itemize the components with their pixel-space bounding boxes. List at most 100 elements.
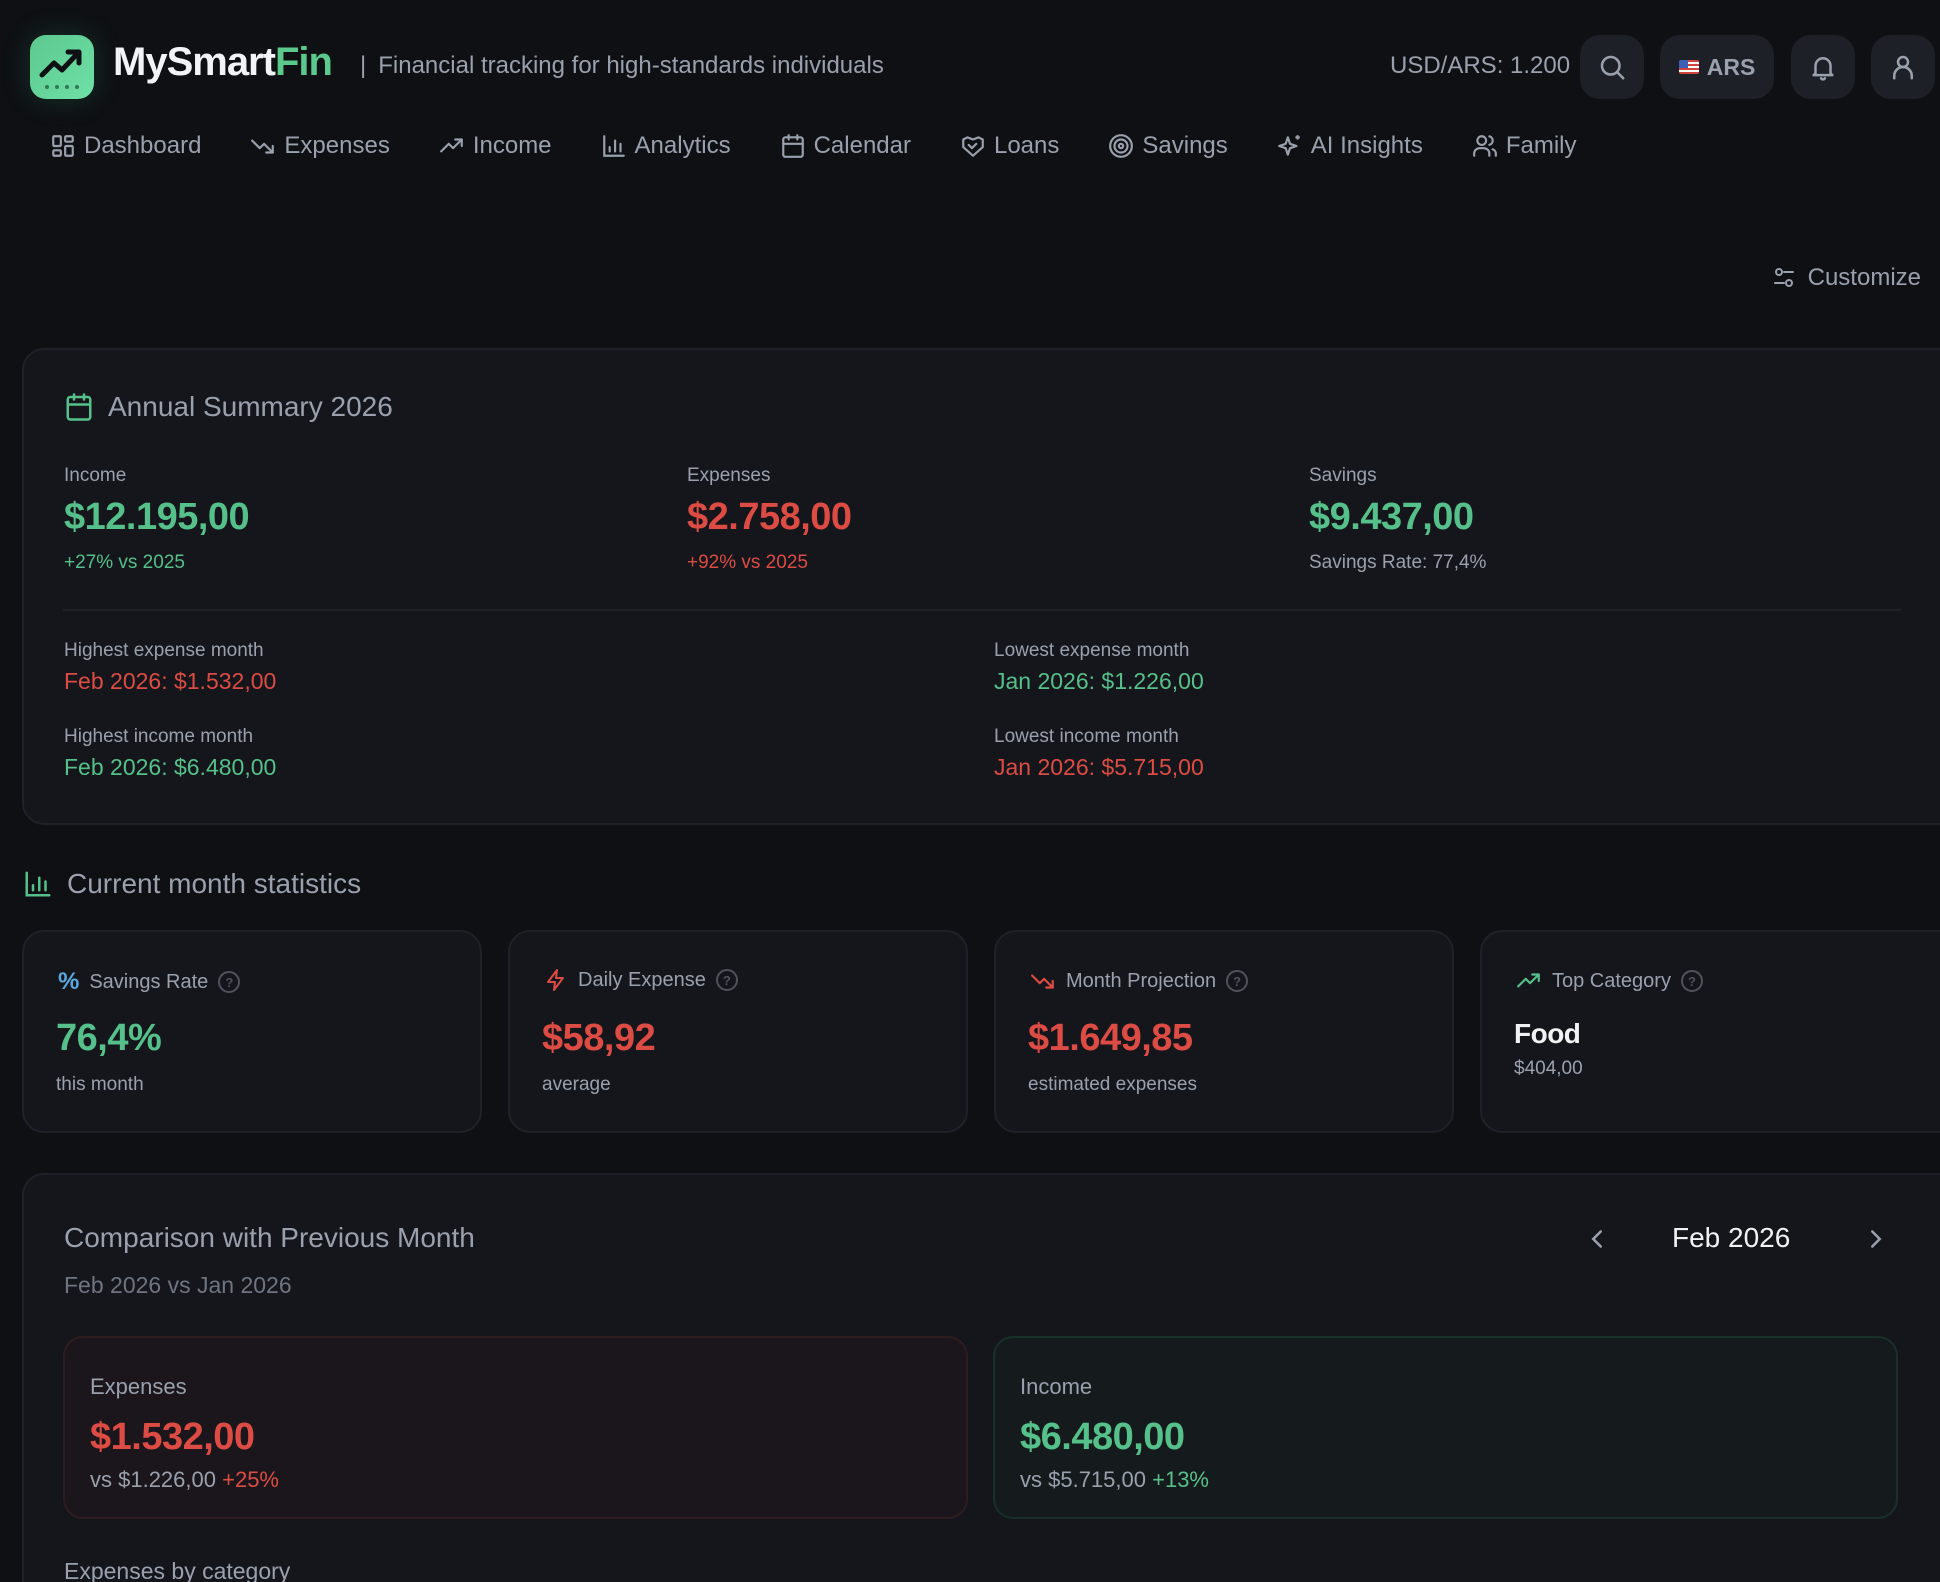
trending-up-icon	[439, 138, 463, 153]
help-icon[interactable]: ?	[1680, 970, 1703, 992]
customize-button[interactable]: Customize	[1772, 264, 1921, 292]
highest-income-label: Highest income month	[64, 726, 254, 747]
calendar-icon	[781, 134, 804, 158]
nav-label: Loans	[993, 132, 1060, 159]
brand-accent: Fin	[274, 40, 333, 84]
annual-summary-title: Annual Summary 2026	[64, 391, 393, 423]
annual-expenses-label: Expenses	[687, 465, 771, 486]
cmp-label: Income	[1020, 1374, 1093, 1399]
sliders-icon	[1773, 268, 1794, 287]
stat-label: Top Category	[1552, 969, 1671, 992]
highest-expense-value: Feb 2026: $1.532,00	[64, 668, 277, 694]
stat-card-top-category: Top Category ? Food $404,00	[1480, 930, 1940, 1133]
current-month-title-text: Current month statistics	[67, 868, 362, 899]
tagline-separator: |	[360, 52, 367, 79]
bar-chart-icon	[602, 135, 625, 157]
stat-value: Food	[1514, 1018, 1581, 1049]
help-icon[interactable]: ?	[218, 971, 241, 993]
notifications-button[interactable]	[1791, 35, 1855, 99]
sparkles-icon	[1277, 135, 1300, 156]
handshake-icon	[962, 136, 984, 157]
stat-card-savings-rate: % Savings Rate ? 76,4% this month	[22, 930, 482, 1133]
annual-savings-rate: Savings Rate: 77,4%	[1309, 552, 1487, 573]
nav-item-savings[interactable]: Savings	[1108, 132, 1228, 160]
divider	[63, 609, 1901, 611]
exchange-rate: USD/ARS: 1.200	[1390, 52, 1571, 79]
flag-us-icon	[1678, 60, 1699, 74]
previous-month-button[interactable]	[1586, 1224, 1608, 1254]
help-icon[interactable]: ?	[1226, 970, 1249, 992]
lowest-income-value: Jan 2026: $5.715,00	[994, 754, 1204, 780]
lowest-income-label: Lowest income month	[994, 726, 1179, 747]
selected-month: Feb 2026	[1672, 1222, 1791, 1253]
chevron-right-icon	[1871, 1230, 1882, 1248]
bell-icon	[1812, 57, 1834, 81]
cmp-delta: +13%	[1152, 1467, 1209, 1492]
user-icon	[1893, 55, 1913, 80]
comparison-income-box: Income $6.480,00 vs $5.715,00 +13%	[993, 1336, 1898, 1519]
cmp-sub: vs $5.715,00 +13%	[1020, 1467, 1209, 1493]
annual-expenses-value: $2.758,00	[687, 496, 852, 538]
stat-value: $58,92	[542, 1017, 656, 1059]
nav-item-income[interactable]: Income	[439, 132, 552, 160]
customize-label: Customize	[1807, 264, 1921, 291]
stat-card-daily-expense: Daily Expense ? $58,92 average	[508, 930, 968, 1133]
nav-item-analytics[interactable]: Analytics	[601, 132, 731, 160]
expenses-by-category-title: Expenses by category	[64, 1558, 291, 1582]
nav-item-ai-insights[interactable]: AI Insights	[1277, 132, 1423, 160]
app-logo[interactable]	[30, 35, 94, 99]
current-month-title: Current month statistics	[23, 868, 361, 900]
stat-sub: average	[542, 1074, 611, 1095]
stat-value: $1.649,85	[1028, 1017, 1193, 1059]
nav-label: Income	[472, 132, 552, 159]
trending-up-icon	[1517, 973, 1540, 988]
currency-selector[interactable]: ARS	[1660, 35, 1774, 99]
search-button[interactable]	[1580, 35, 1644, 99]
trending-up-logo-icon	[39, 49, 82, 89]
stat-label: Month Projection	[1066, 969, 1217, 992]
percent-icon: %	[58, 968, 80, 995]
bar-chart-icon	[25, 871, 51, 897]
nav-item-expenses[interactable]: Expenses	[250, 132, 390, 160]
annual-income-label: Income	[64, 465, 127, 486]
annual-summary-card	[22, 348, 1940, 825]
chevron-left-icon	[1591, 1230, 1602, 1248]
nav-label: Analytics	[634, 132, 731, 159]
tagline: | Financial tracking for high-standards i…	[360, 52, 884, 80]
dashboard-grid-icon	[52, 135, 74, 157]
nav-item-calendar[interactable]: Calendar	[780, 132, 911, 160]
calendar-icon	[66, 393, 92, 421]
nav-label: Expenses	[284, 132, 390, 159]
cmp-value: $6.480,00	[1020, 1416, 1185, 1458]
brand-main: MySmart	[113, 40, 276, 84]
nav-label: AI Insights	[1310, 132, 1423, 159]
nav-item-loans[interactable]: Loans	[960, 132, 1059, 160]
cmp-label: Expenses	[90, 1374, 187, 1399]
highest-expense-label: Highest expense month	[64, 640, 264, 661]
lowest-expense-label: Lowest expense month	[994, 640, 1190, 661]
nav-label: Savings	[1142, 132, 1228, 159]
annual-income-delta: +27% vs 2025	[64, 552, 185, 573]
nav-item-dashboard[interactable]: Dashboard	[50, 132, 201, 160]
nav-label: Dashboard	[84, 132, 202, 159]
stat-sub: $404,00	[1514, 1058, 1583, 1079]
annual-expenses-delta: +92% vs 2025	[687, 552, 808, 573]
nav-item-family[interactable]: Family	[1472, 132, 1577, 160]
lowest-expense-value: Jan 2026: $1.226,00	[994, 668, 1204, 694]
profile-button[interactable]	[1871, 35, 1935, 99]
help-icon[interactable]: ?	[715, 969, 738, 991]
cmp-vs: vs $1.226,00	[90, 1467, 216, 1492]
trending-down-icon	[251, 139, 275, 154]
users-icon	[1472, 135, 1497, 157]
trending-down-icon	[1031, 974, 1054, 989]
lightning-icon	[547, 969, 564, 991]
annual-savings-value: $9.437,00	[1309, 496, 1474, 538]
next-month-button[interactable]	[1865, 1224, 1887, 1254]
comparison-expenses-box: Expenses $1.532,00 vs $1.226,00 +25%	[63, 1336, 968, 1519]
annual-savings-label: Savings	[1309, 465, 1377, 486]
cmp-value: $1.532,00	[90, 1416, 255, 1458]
nav-label: Calendar	[813, 132, 911, 159]
tagline-text: Financial tracking for high-standards in…	[378, 52, 884, 79]
stat-label: Savings Rate	[89, 970, 209, 993]
stat-sub: this month	[56, 1074, 144, 1095]
